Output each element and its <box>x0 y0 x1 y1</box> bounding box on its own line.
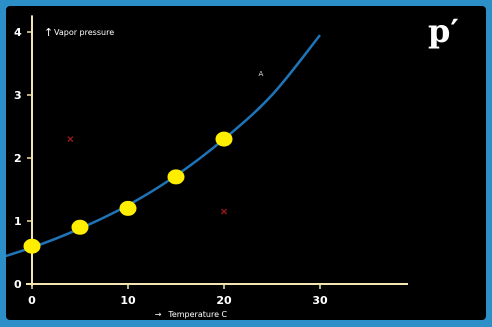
x-axis-title: Temperature C <box>167 310 227 319</box>
x-tick-label: 10 <box>120 294 136 307</box>
corner-label: p′ <box>428 12 459 50</box>
data-point-group <box>23 131 233 254</box>
data-point <box>215 131 233 147</box>
data-point <box>119 200 137 216</box>
data-point <box>23 238 41 254</box>
y-axis-arrow: ↑ <box>44 26 53 39</box>
annotation-a: A <box>259 70 264 78</box>
vapor-pressure-curve <box>6 34 321 258</box>
x-tick-label: 20 <box>216 294 232 307</box>
small-marker <box>220 208 228 215</box>
marker-group <box>67 136 228 215</box>
y-tick-label: 1 <box>14 215 22 228</box>
y-tick-label: 2 <box>14 152 22 165</box>
y-tick-label: 0 <box>14 278 22 291</box>
small-marker <box>67 136 74 143</box>
data-point <box>71 219 89 235</box>
marker-stroke <box>220 208 228 215</box>
x-tick-label: 30 <box>312 294 328 307</box>
marker-stroke <box>67 136 74 143</box>
x-axis-arrow: → <box>155 310 162 319</box>
y-tick-label: 3 <box>14 89 22 102</box>
x-tick-group: −100102030 <box>28 284 328 307</box>
y-tick-label: 4 <box>14 26 22 39</box>
data-point <box>167 169 185 185</box>
x-tick-label: 0 <box>28 294 36 307</box>
y-axis-title: Vapor pressure <box>54 28 114 37</box>
y-tick-group: 0 1 2 3 4 <box>14 26 32 291</box>
